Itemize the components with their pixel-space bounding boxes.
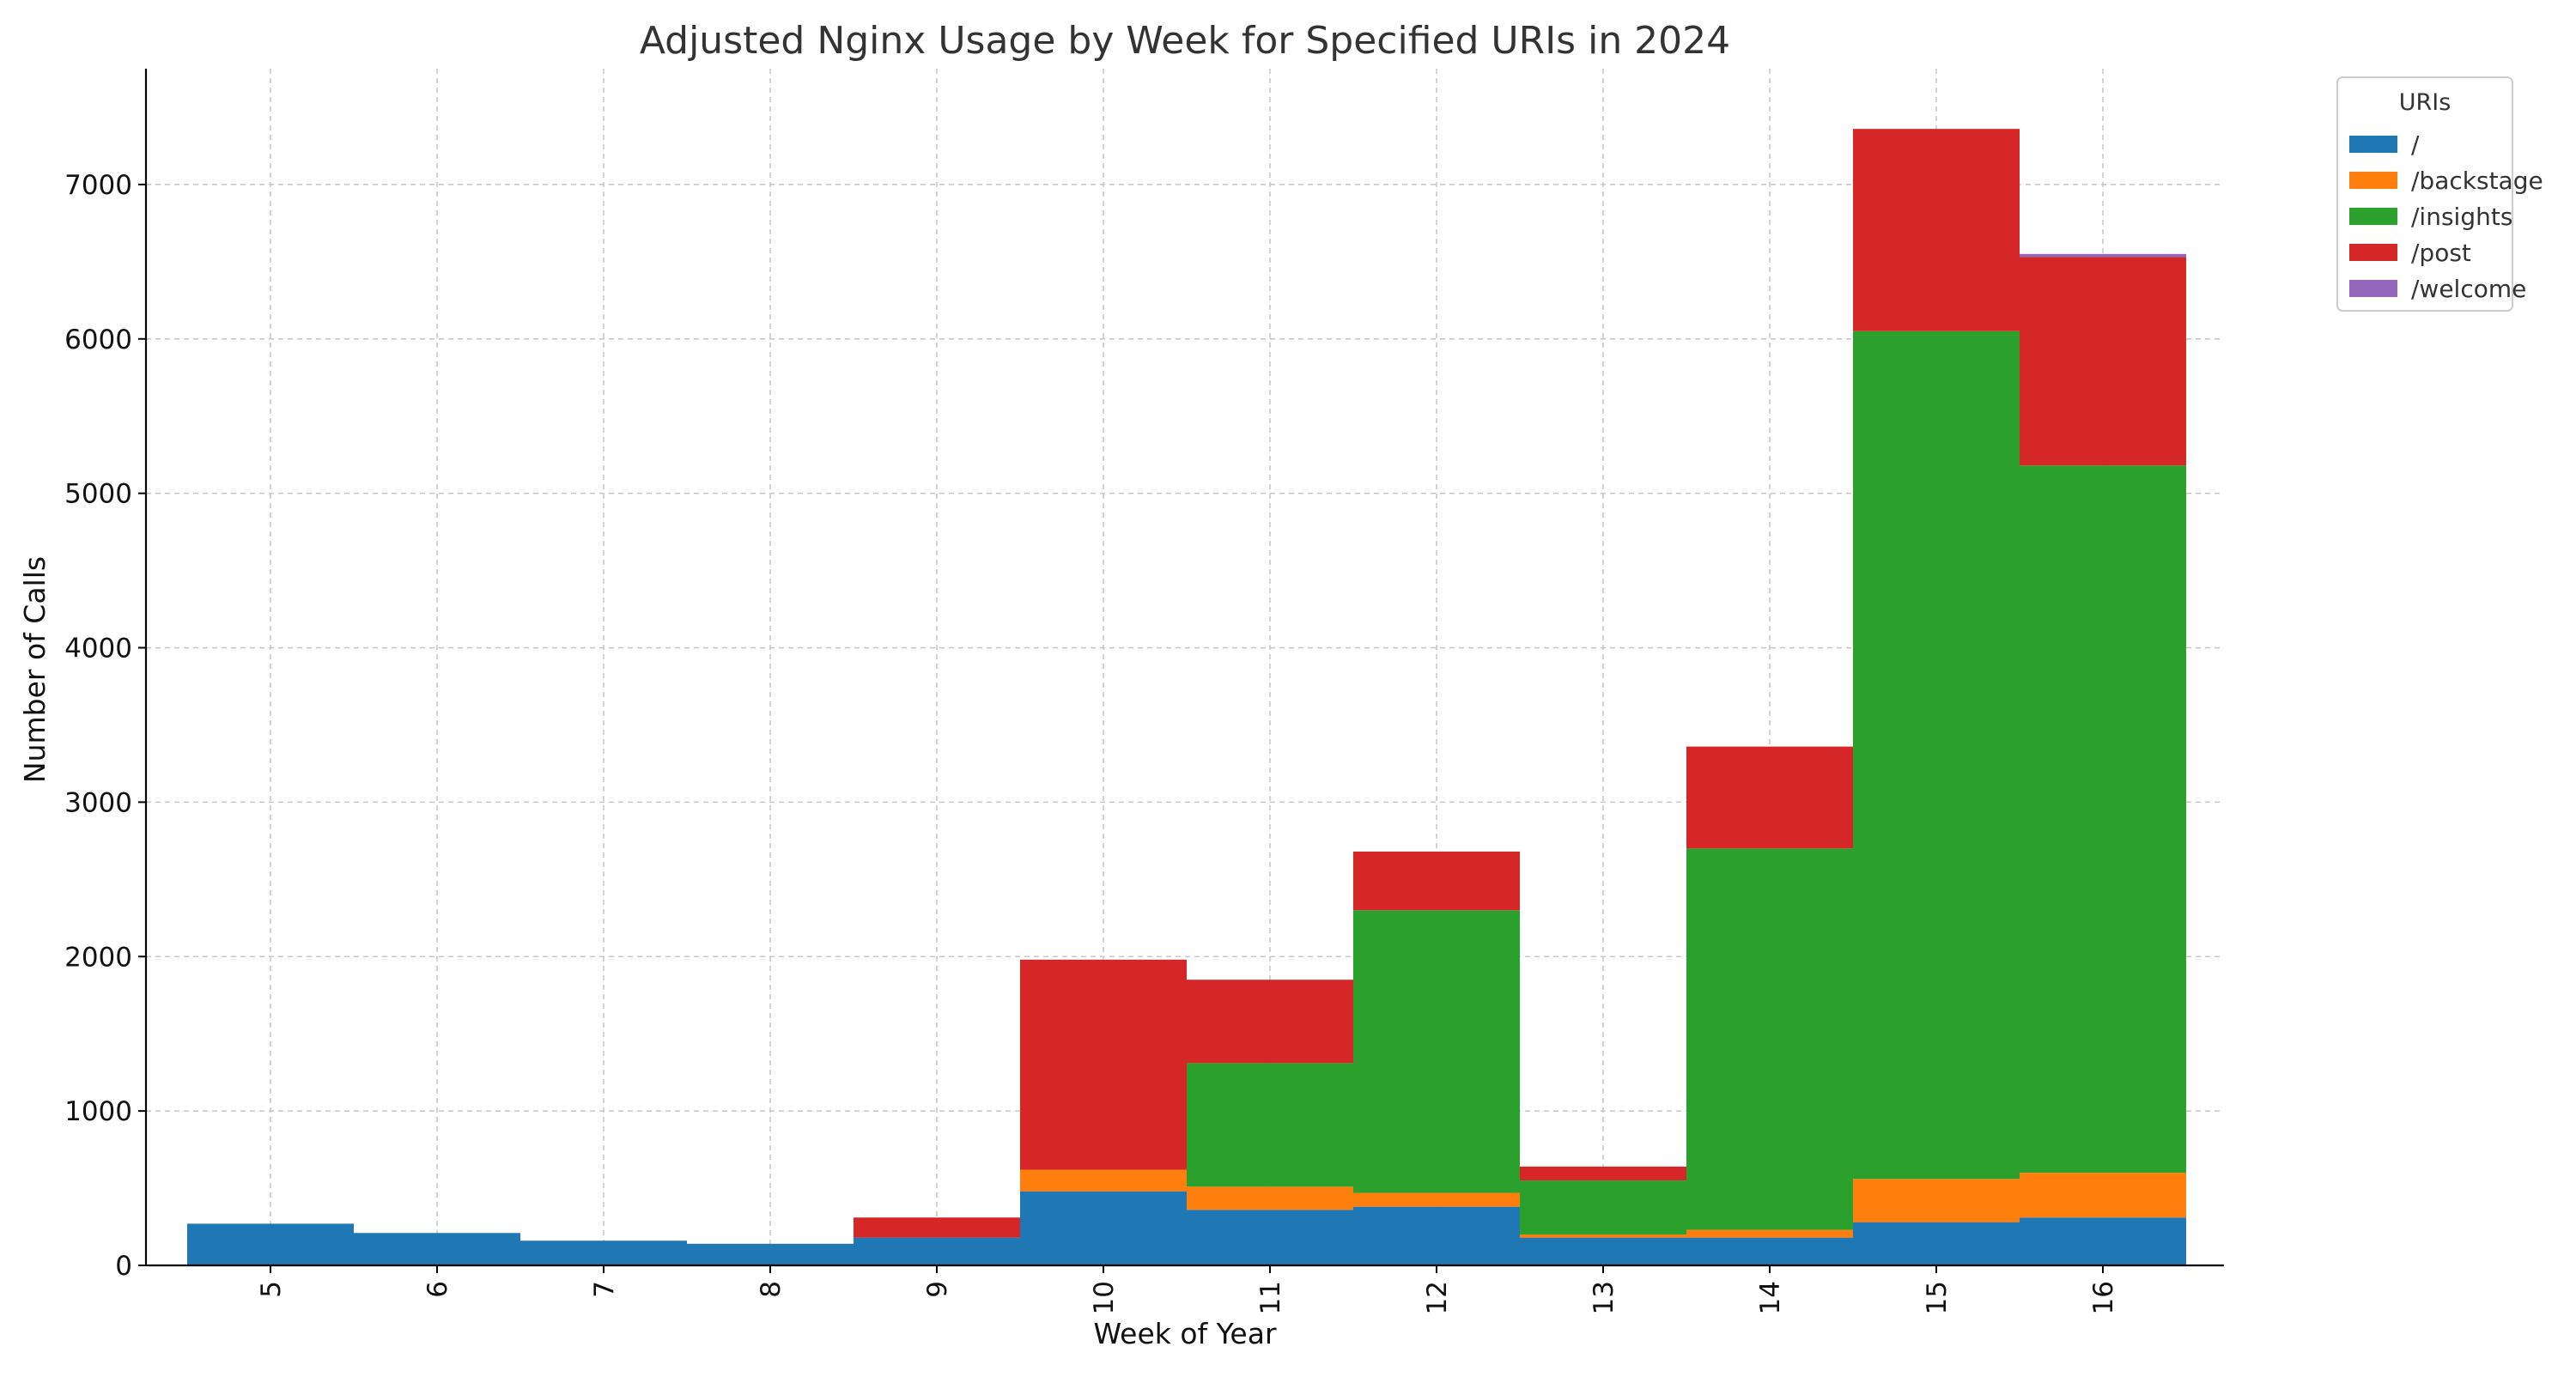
bar-segment (1686, 848, 1853, 1230)
legend: URIs / /backstage/insights/post/welcome (2336, 76, 2543, 312)
bar-segment (1353, 851, 1520, 911)
y-tick-label: 6000 (64, 325, 132, 355)
bar-segment (1353, 1206, 1520, 1265)
x-tick-label: 16 (2088, 1281, 2119, 1314)
legend-label: /welcome (2411, 275, 2526, 303)
legend-swatch (2349, 280, 2397, 297)
x-tick-label: 8 (756, 1281, 787, 1298)
x-tick-label: 15 (1922, 1281, 1953, 1314)
bar-segment (1020, 1191, 1187, 1265)
x-tick-label: 12 (1422, 1281, 1453, 1314)
legend-swatch (2349, 244, 2397, 261)
y-tick-label: 5000 (64, 479, 132, 510)
y-tick-label: 2000 (64, 942, 132, 973)
bar-segment (1853, 129, 2020, 331)
bar-segment (2020, 465, 2186, 1174)
bar-segment (854, 1237, 1020, 1265)
legend-swatch (2349, 208, 2397, 225)
bar-segment (1686, 746, 1853, 849)
bar-segment (1520, 1237, 1686, 1265)
bar-segment (1520, 1166, 1686, 1181)
legend-label: /backstage (2411, 167, 2543, 195)
bar-segment (354, 1233, 520, 1265)
bar-segment (1520, 1180, 1686, 1235)
x-tick-label: 6 (422, 1281, 453, 1298)
axes: 0 1000 2000 3000 4000 5000 6000 7000 5 6 7 8 9 10 11 12… (64, 69, 2224, 1314)
bar-segment (1020, 1169, 1187, 1192)
x-tick-label: 7 (589, 1281, 620, 1298)
bar-segment (2020, 1173, 2186, 1218)
bar-segment (1020, 959, 1187, 1170)
x-axis-title: Week of Year (1093, 1317, 1276, 1350)
bar-segment (1853, 1179, 2020, 1222)
bar-segment (2020, 1217, 2186, 1265)
legend-label: /insights (2411, 203, 2512, 231)
bar-segment (187, 1223, 354, 1265)
chart-title: Adjusted Nginx Usage by Week for Specifi… (640, 19, 1730, 63)
bar-segment (1520, 1234, 1686, 1238)
y-axis-title: Number of Calls (18, 556, 52, 783)
bar-segment (1853, 331, 2020, 1180)
bar-segment (1187, 1063, 1353, 1187)
bar-segment (854, 1217, 1020, 1238)
y-tick-label: 4000 (64, 634, 132, 664)
legend-label: / (2411, 130, 2420, 159)
x-tick-label: 5 (256, 1281, 287, 1298)
bar-segment (1353, 910, 1520, 1193)
x-tick-label: 9 (922, 1281, 953, 1298)
y-tick-label: 3000 (64, 787, 132, 818)
y-tick-label: 0 (115, 1251, 132, 1282)
x-tick-label: 13 (1589, 1281, 1619, 1314)
bar-stacks (187, 129, 2186, 1265)
bar-segment (1187, 980, 1353, 1064)
bar-segment (1187, 1186, 1353, 1210)
x-tick-label: 11 (1255, 1281, 1286, 1314)
bar-segment (2020, 253, 2186, 258)
bar-segment (1686, 1229, 1853, 1238)
legend-title: URIs (2399, 89, 2451, 116)
x-tick-label: 14 (1755, 1281, 1786, 1314)
bar-segment (1853, 1222, 2020, 1265)
bar-segment (2020, 257, 2186, 466)
legend-swatch (2349, 136, 2397, 153)
y-tick-label: 7000 (64, 170, 132, 201)
x-tick-label: 10 (1089, 1281, 1120, 1314)
bar-segment (1187, 1210, 1353, 1265)
bar-segment (520, 1241, 687, 1265)
bar-segment (1353, 1192, 1520, 1207)
legend-label: /post (2411, 239, 2471, 267)
bar-segment (687, 1243, 854, 1265)
legend-swatch (2349, 172, 2397, 189)
y-tick-label: 1000 (64, 1096, 132, 1127)
bar-segment (1686, 1237, 1853, 1265)
